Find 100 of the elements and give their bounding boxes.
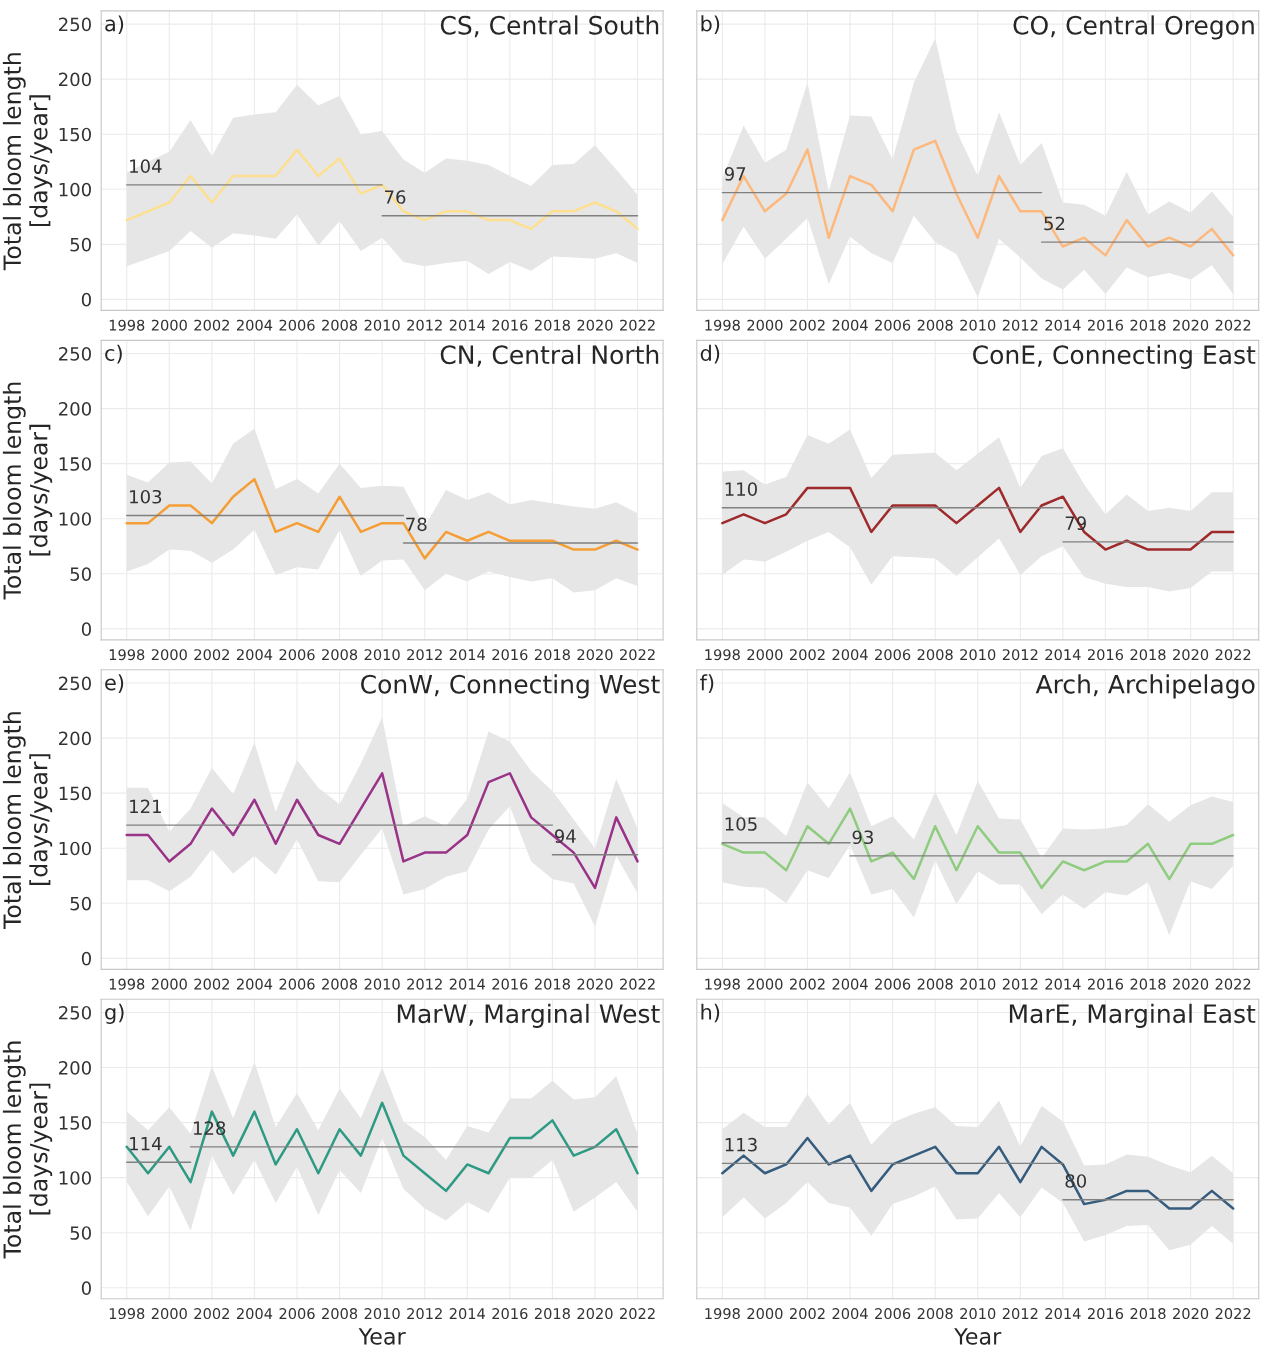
- x-tick-label: 2012: [1002, 319, 1038, 331]
- x-tick-label: 2018: [534, 319, 570, 331]
- x-tick-label: 2022: [1215, 649, 1251, 661]
- x-tick-label: 2004: [832, 978, 868, 990]
- x-tick-label: 2016: [1087, 978, 1124, 990]
- x-tick-label: 2006: [279, 649, 315, 661]
- chart-title: MarW, Marginal West: [397, 1003, 660, 1028]
- y-tick-label: 150: [59, 457, 91, 471]
- x-tick-label: 2022: [1215, 978, 1251, 990]
- x-tick-label: 2004: [236, 319, 273, 331]
- x-tick-label: 2012: [1002, 649, 1038, 661]
- annotation: 104: [130, 159, 162, 174]
- x-tick-label: 2014: [1045, 978, 1081, 990]
- x-tick-label: 2020: [1173, 1308, 1209, 1320]
- y-tick-label: 250: [59, 676, 91, 691]
- y-tick-label: 150: [59, 127, 91, 142]
- x-tick-label: 2006: [279, 1308, 315, 1320]
- x-tick-label: 2002: [789, 649, 825, 661]
- annotation: e): [105, 674, 124, 693]
- y-tick-label: 0: [81, 292, 91, 307]
- x-tick-label: 2010: [960, 319, 996, 331]
- x-tick-label: 2016: [1087, 319, 1124, 331]
- x-tick-label: 2000: [151, 319, 187, 331]
- annotation: 121: [130, 799, 161, 813]
- annotation: b): [701, 15, 720, 34]
- line-series: [125, 772, 639, 890]
- annotation: a): [105, 15, 124, 34]
- x-tick-label: 2014: [449, 978, 486, 990]
- x-tick-label: 2020: [1173, 978, 1209, 990]
- x-tick-label: 2018: [534, 978, 570, 990]
- x-tick-label: 2010: [960, 1308, 996, 1320]
- y-tick-label: 150: [59, 1116, 91, 1130]
- x-tick-label: 2004: [832, 1308, 868, 1320]
- y-tick-label: 0: [81, 1281, 91, 1295]
- annotation: 110: [725, 482, 757, 496]
- annotation: 78: [406, 517, 427, 532]
- chart-title: CS, Central South: [440, 15, 659, 38]
- x-tick-label: 2014: [1045, 1308, 1081, 1320]
- x-tick-label: 2014: [449, 649, 486, 661]
- annotation: 94: [554, 829, 576, 843]
- x-tick-label: 2008: [917, 978, 953, 990]
- x-tick-label: 2008: [917, 1308, 953, 1320]
- x-tick-label: 2002: [194, 319, 229, 331]
- y-tick-label: 100: [59, 1171, 91, 1185]
- y-tick-label: 50: [70, 896, 91, 911]
- y-tick-label: 100: [59, 182, 91, 197]
- x-tick-label: 2008: [322, 649, 358, 661]
- y-tick-label: 200: [59, 402, 91, 416]
- annotation: g): [105, 1003, 124, 1024]
- x-tick-label: 1998: [109, 1308, 145, 1320]
- annotation: 105: [725, 817, 757, 831]
- chart-title: Arch, Archipelago: [1035, 674, 1255, 699]
- x-tick-label: 2022: [620, 978, 655, 990]
- x-tick-label: 2002: [194, 1308, 229, 1320]
- x-tick-label: 2018: [1130, 319, 1166, 331]
- x-tick-label: 2000: [747, 1308, 783, 1320]
- x-tick-label: 2016: [492, 319, 528, 331]
- y-tick-label: 200: [59, 1061, 91, 1075]
- y-axis-title: Total bloom length [days/year]: [2, 53, 53, 271]
- x-tick-label: 2010: [960, 649, 996, 661]
- x-tick-label: 2000: [747, 319, 783, 331]
- x-tick-label: 2016: [492, 649, 528, 661]
- x-tick-label: 2022: [620, 649, 655, 661]
- chart-title: ConE, Connecting East: [973, 344, 1256, 370]
- annotation: f): [700, 674, 714, 693]
- x-tick-label: 2000: [151, 1308, 187, 1320]
- y-tick-label: 150: [59, 786, 91, 801]
- x-tick-label: 2008: [322, 319, 358, 331]
- x-tick-label: 2020: [577, 1308, 613, 1320]
- x-tick-label: 2016: [492, 1308, 528, 1320]
- annotation: h): [701, 1003, 720, 1023]
- y-tick-label: 100: [59, 841, 91, 856]
- y-tick-label: 50: [70, 237, 91, 252]
- x-tick-label: 2000: [151, 649, 187, 661]
- x-tick-label: 2018: [534, 649, 570, 661]
- x-tick-label: 2002: [789, 978, 825, 990]
- x-tick-label: 2010: [364, 649, 400, 661]
- x-tick-label: 2018: [534, 1308, 570, 1320]
- x-tick-label: 2006: [875, 649, 911, 661]
- x-tick-label: 2022: [1215, 319, 1251, 331]
- y-tick-label: 0: [81, 951, 91, 966]
- x-tick-label: 2004: [832, 649, 868, 661]
- x-tick-label: 2014: [1045, 319, 1081, 331]
- x-tick-label: 1998: [109, 978, 145, 990]
- chart-title: CN, Central North: [440, 344, 659, 367]
- y-tick-label: 0: [81, 622, 91, 636]
- x-tick-label: 2018: [1130, 649, 1166, 661]
- x-axis-title: Year: [954, 1328, 1002, 1345]
- x-tick-label: 2020: [1173, 649, 1209, 661]
- x-tick-label: 2014: [449, 319, 486, 331]
- x-tick-label: 2010: [960, 978, 996, 990]
- x-tick-label: 2000: [747, 978, 783, 990]
- y-tick-label: 100: [59, 512, 91, 526]
- annotation: 97: [724, 167, 746, 181]
- y-axis-title: Total bloom length [days/year]: [2, 712, 53, 930]
- annotation: 113: [725, 1137, 757, 1152]
- y-tick-label: 250: [59, 1005, 91, 1020]
- chart-title: MarE, Marginal East: [1009, 1003, 1256, 1028]
- x-tick-label: 2000: [151, 978, 187, 990]
- x-tick-label: 2022: [1215, 1308, 1251, 1320]
